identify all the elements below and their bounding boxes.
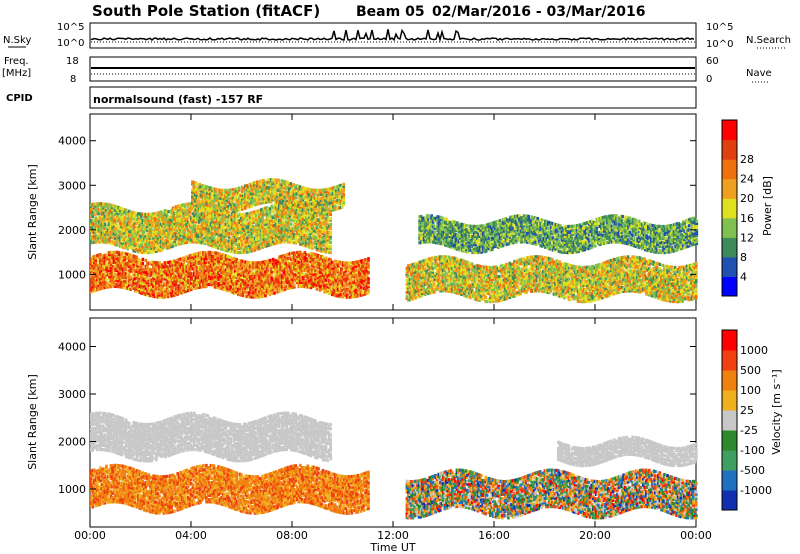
cpid-text: normalsound (fast) -157 RF — [93, 93, 263, 106]
nave-tick-top: 60 — [706, 56, 719, 67]
echo-cell — [325, 279, 328, 282]
echo-cell — [104, 223, 107, 226]
cpid-panel: CPID normalsound (fast) -157 RF — [6, 87, 696, 108]
beam-title: Beam 05 — [356, 4, 425, 20]
freq-tick-bottom: 8 — [70, 74, 76, 85]
echo-cell — [105, 278, 108, 281]
echo-cell — [228, 232, 231, 235]
nave-label: Nave — [746, 68, 772, 79]
echo-cell — [367, 271, 370, 274]
echo-cell — [367, 289, 370, 292]
nsearch-label: N.Search — [746, 35, 791, 46]
echo-cell — [273, 291, 276, 294]
echo-cell — [167, 210, 170, 213]
freq-label: Freq. — [4, 56, 29, 67]
echo-cell — [269, 259, 272, 262]
echo-cell — [142, 258, 145, 261]
echo-cell — [129, 276, 132, 279]
echo-cell — [290, 223, 293, 226]
echo-cell — [367, 277, 370, 280]
freq-tick-top: 18 — [66, 56, 79, 67]
echo-cell — [190, 272, 193, 275]
cpid-label: CPID — [6, 93, 33, 104]
nsky-tick-top: 10^5 — [57, 22, 84, 33]
echo-cell — [163, 281, 166, 284]
echo-cell — [189, 202, 192, 205]
echo-cell — [293, 283, 296, 286]
nsearch-tick-top: 10^5 — [706, 22, 733, 33]
date-range: 02/Mar/2016 - 03/Mar/2016 — [432, 4, 645, 20]
echo-cell — [339, 261, 342, 264]
echo-cell — [114, 273, 117, 276]
echo-cell — [367, 263, 370, 266]
echo-cell — [367, 257, 370, 260]
nsky-frame — [90, 23, 696, 48]
nsky-panel: N.Sky 10^5 10^0 10^5 10^0 N.Search — [3, 22, 791, 50]
echo-cell — [142, 262, 145, 265]
nsky-trace — [91, 29, 694, 40]
nsky-label: N.Sky — [3, 35, 31, 46]
nsky-tick-bottom: 10^0 — [57, 38, 84, 49]
echo-cell — [316, 288, 319, 291]
freq-panel: Freq. [MHz] 18 8 60 0 Nave — [2, 56, 772, 85]
nsearch-tick-bottom: 10^0 — [706, 39, 733, 50]
station-title: South Pole Station (fitACF) — [92, 2, 320, 20]
nave-tick-bottom: 0 — [706, 74, 712, 85]
echo-cell — [99, 253, 102, 256]
freq-unit: [MHz] — [2, 68, 31, 79]
echo-cell — [125, 268, 128, 271]
